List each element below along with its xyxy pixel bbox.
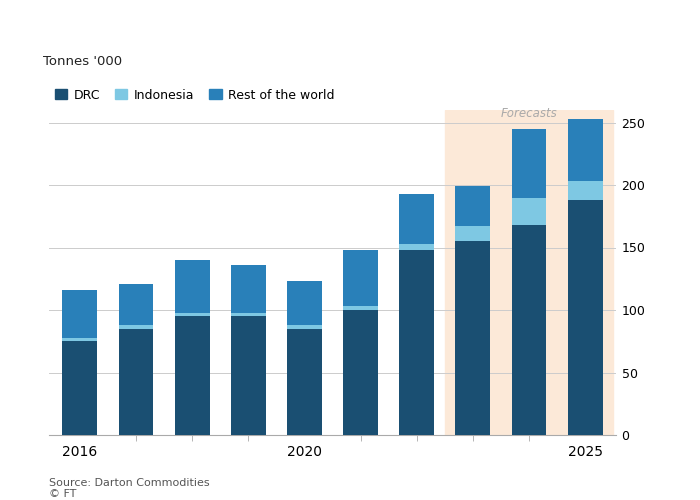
Bar [456, 226, 490, 242]
Text: Tonnes '000: Tonnes '000 [43, 54, 122, 68]
Bar [231, 265, 266, 312]
Text: Source: Darton Commodities: Source: Darton Commodities [49, 478, 209, 488]
Bar [118, 325, 153, 329]
Bar [62, 338, 97, 341]
Legend: DRC, Indonesia, Rest of the world: DRC, Indonesia, Rest of the world [50, 84, 340, 106]
Text: Forecasts: Forecasts [500, 107, 557, 120]
Bar [287, 281, 322, 325]
Bar [343, 250, 378, 306]
Bar [456, 242, 490, 435]
Bar [512, 128, 547, 198]
Bar [399, 244, 434, 250]
Bar [343, 306, 378, 310]
Bar [231, 316, 266, 435]
Bar [287, 325, 322, 329]
Bar [512, 225, 547, 435]
Bar [399, 250, 434, 435]
Bar [399, 194, 434, 244]
Text: © FT: © FT [49, 489, 76, 499]
Bar [568, 181, 603, 200]
Bar [568, 200, 603, 435]
Bar [175, 316, 209, 435]
Bar [456, 186, 490, 226]
Bar [287, 329, 322, 435]
Bar [444, 110, 613, 435]
Bar [175, 260, 209, 312]
Bar [231, 312, 266, 316]
Bar [62, 290, 97, 338]
Bar [343, 310, 378, 435]
Bar [118, 329, 153, 435]
Bar [568, 118, 603, 181]
Bar [512, 198, 547, 225]
Bar [62, 341, 97, 435]
Bar [118, 284, 153, 325]
Bar [175, 312, 209, 316]
